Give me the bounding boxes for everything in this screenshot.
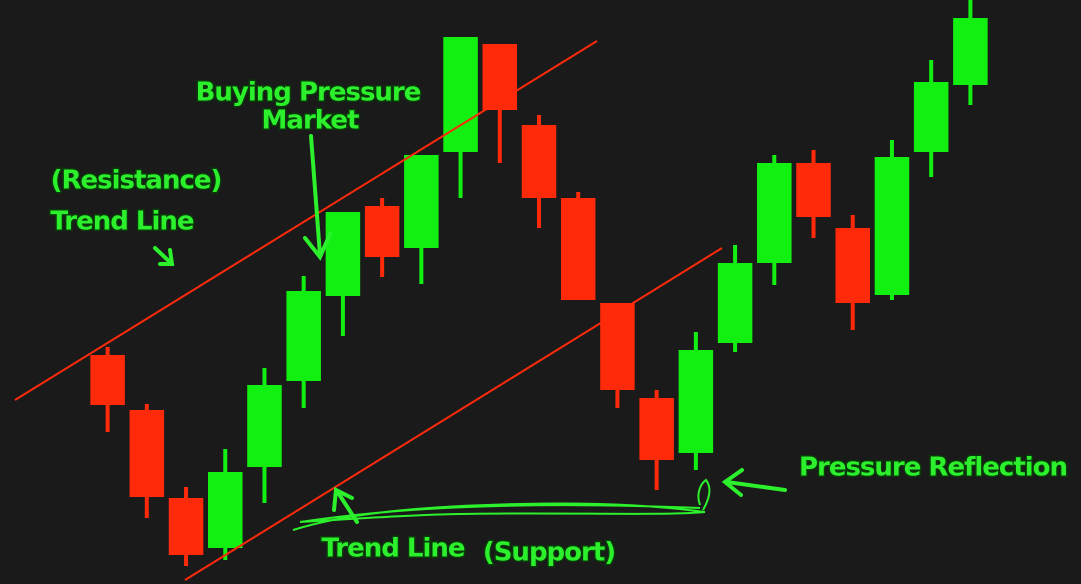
candle-body (757, 163, 792, 263)
candle-body (560, 198, 596, 300)
annotation: Trend Line (50, 207, 193, 237)
scribble-hook (697, 478, 711, 511)
annotation: Pressure Reflection (799, 453, 1067, 483)
annotation: Buying Pressure (196, 78, 421, 108)
candle-body (717, 263, 753, 343)
candle-body (208, 472, 243, 548)
candle-body (364, 206, 400, 257)
candle-body (325, 212, 361, 296)
annotation: Trend Line (321, 534, 464, 564)
candle-body (835, 228, 870, 303)
candle-body (600, 303, 635, 390)
resistance-line (14, 40, 598, 401)
candle-body (521, 125, 557, 198)
candle-body (953, 18, 988, 85)
candle-body (90, 355, 125, 405)
candle-body (129, 410, 165, 497)
candles (90, 0, 988, 566)
candle-body (796, 163, 831, 217)
candle-body (168, 498, 204, 555)
arrow-buying (303, 134, 332, 261)
annotation: Market (262, 106, 359, 136)
candle-body (286, 291, 321, 381)
scribble (292, 502, 706, 531)
candle-body (482, 44, 518, 110)
candle-body (678, 350, 714, 453)
arrow-resistance (153, 246, 175, 266)
candle-body (913, 82, 949, 152)
candle-body (874, 157, 910, 295)
annotation: (Support) (483, 538, 615, 568)
annotation: (Resistance) (51, 166, 222, 196)
support-line (184, 247, 723, 581)
arrows (153, 134, 787, 524)
arrow-support (332, 486, 359, 524)
arrow-reflection (721, 468, 787, 497)
candle-body (443, 37, 478, 152)
candle-body (404, 155, 439, 248)
candle-body (247, 385, 282, 467)
candle-body (639, 398, 674, 460)
